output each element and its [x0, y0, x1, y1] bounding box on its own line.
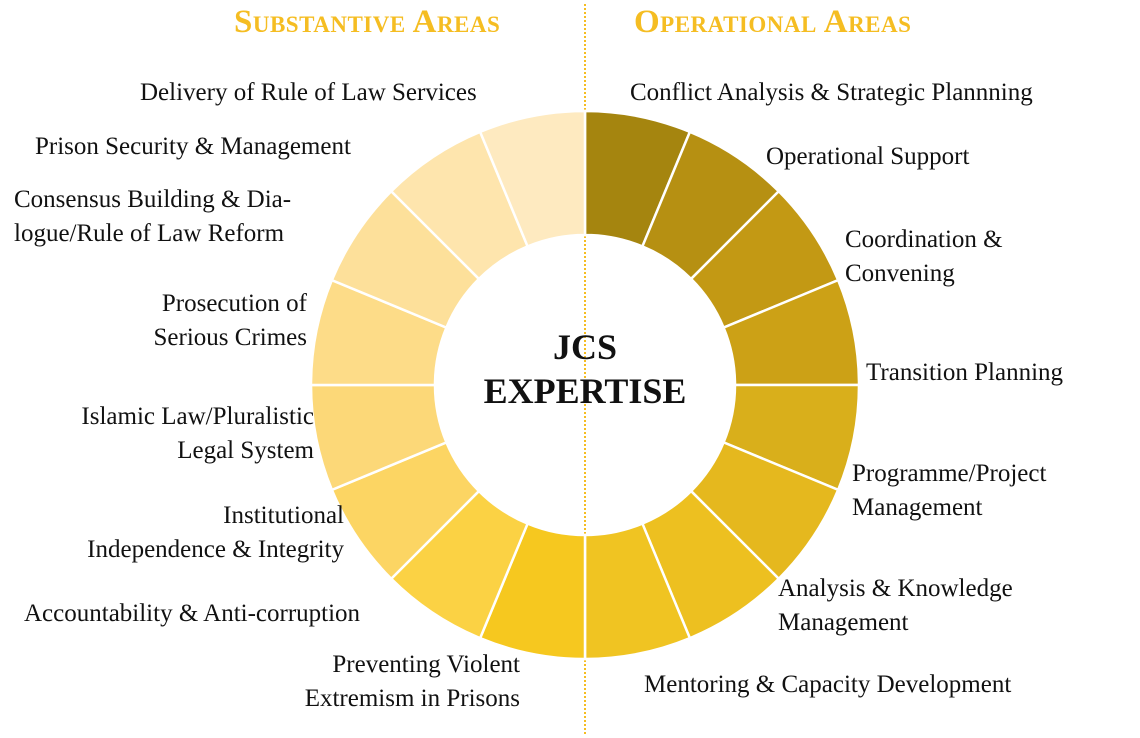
label-prosecution: Prosecution of Serious Crimes	[153, 290, 307, 351]
label-preventing-extremism: Preventing Violent Extremism in Prisons	[304, 651, 520, 712]
label-accountability: Accountability & Anti-corruption	[24, 600, 361, 627]
operational-areas-header: Operational Areas	[634, 4, 912, 40]
label-analysis-knowledge: Analysis & Knowledge Management	[778, 575, 1013, 636]
label-mentoring: Mentoring & Capacity Development	[644, 671, 1012, 698]
label-conflict-analysis: Conflict Analysis & Strategic Plannning	[630, 79, 1033, 106]
label-operational-support: Operational Support	[766, 143, 970, 170]
label-prison-security: Prison Security & Management	[35, 133, 351, 160]
center-title-line1: JCS	[552, 327, 618, 367]
label-consensus-building: Consensus Building & Dia- logue/Rule of …	[14, 186, 292, 247]
center-title-line2: EXPERTISE	[483, 371, 687, 411]
substantive-areas-header: Substantive Areas	[234, 4, 501, 40]
center-title: JCS EXPERTISE	[435, 325, 735, 413]
label-islamic-law: Islamic Law/Pluralistic Legal System	[81, 403, 314, 464]
segment-substantive-8	[478, 109, 587, 249]
label-institutional-independence: Institutional Independence & Integrity	[87, 502, 344, 563]
label-programme-management: Programme/Project Management	[852, 460, 1047, 521]
label-transition-planning: Transition Planning	[866, 359, 1064, 386]
label-coordination: Coordination & Convening	[845, 226, 1003, 287]
label-delivery-rule-of-law: Delivery of Rule of Law Services	[140, 79, 477, 106]
center-divider	[584, 4, 586, 734]
